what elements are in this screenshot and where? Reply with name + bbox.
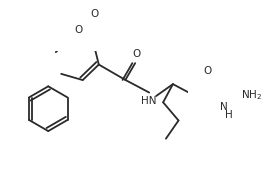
Text: N: N [221,101,228,112]
Text: O: O [91,9,99,19]
Text: HN: HN [142,96,157,106]
Text: O: O [74,25,82,35]
Text: O: O [132,49,141,59]
Text: NH$_2$: NH$_2$ [241,88,263,102]
Text: H: H [225,110,233,120]
Text: O: O [204,66,212,76]
